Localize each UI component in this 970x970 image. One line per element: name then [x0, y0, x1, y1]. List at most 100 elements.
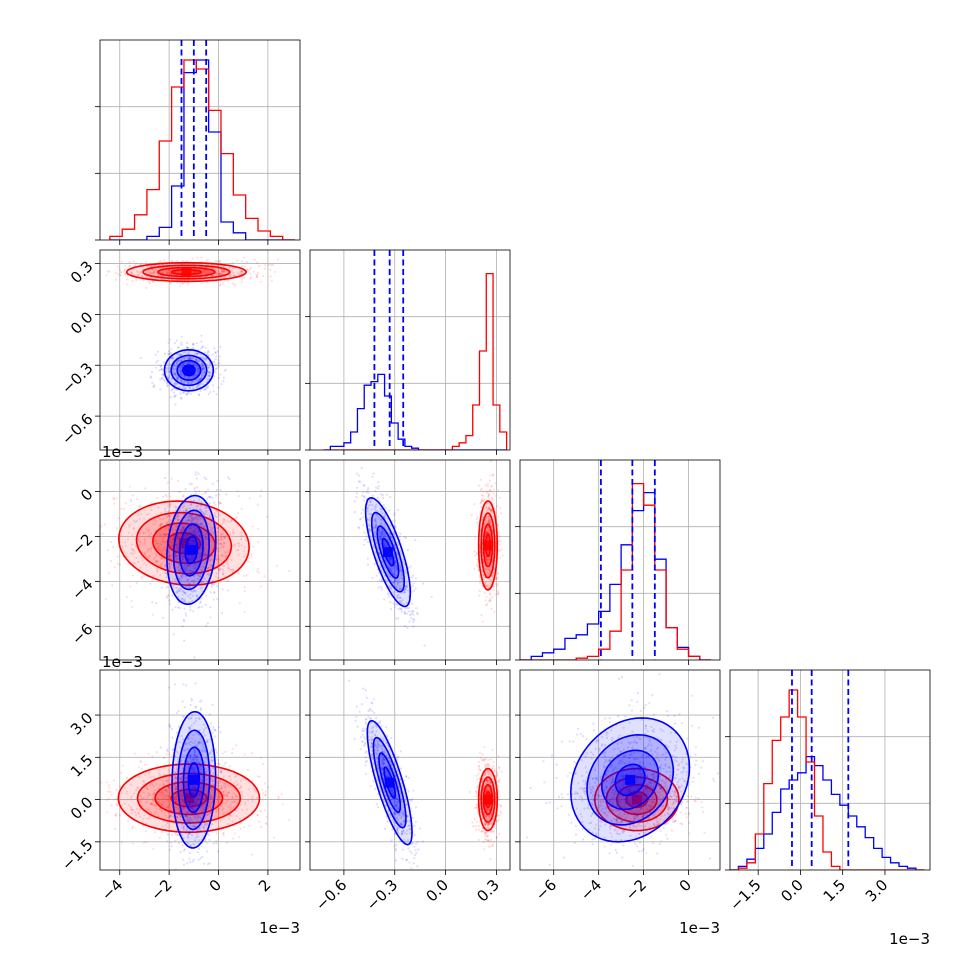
sample-point: [191, 820, 194, 823]
sample-point: [172, 382, 176, 385]
sample-point: [174, 394, 177, 397]
sample-point: [189, 356, 192, 359]
sample-point: [153, 384, 156, 387]
sample-point: [196, 835, 200, 838]
sample-point: [128, 485, 131, 488]
sample-point: [410, 576, 413, 579]
sample-point: [153, 793, 156, 796]
sample-point: [199, 517, 202, 520]
sample-point: [151, 797, 154, 800]
sample-point: [211, 482, 214, 485]
sample-point: [139, 271, 143, 274]
sample-point: [174, 371, 177, 374]
sample-point: [265, 515, 268, 518]
sample-point: [194, 590, 197, 593]
sample-point: [205, 272, 208, 275]
sample-point: [202, 367, 205, 370]
sample-point: [396, 583, 399, 586]
sample-point: [123, 786, 126, 789]
sample-point: [216, 510, 219, 513]
sample-point: [139, 800, 142, 803]
sample-point: [174, 384, 177, 387]
sample-point: [222, 817, 225, 820]
sample-point: [475, 563, 479, 567]
sample-point: [212, 789, 215, 792]
sample-point: [388, 509, 391, 512]
sample-point: [181, 576, 184, 579]
sample-point: [486, 526, 490, 530]
sample-point: [381, 534, 384, 537]
sample-point: [203, 370, 206, 373]
sample-point: [185, 585, 188, 588]
sample-point: [265, 823, 268, 826]
sample-point: [187, 563, 190, 567]
sample-point: [196, 508, 199, 511]
sample-point: [374, 526, 378, 529]
sample-point: [200, 363, 204, 366]
sample-point: [204, 388, 207, 391]
sample-point: [486, 501, 489, 504]
sample-point: [185, 776, 188, 779]
sample-point: [216, 531, 219, 534]
sample-point: [211, 270, 214, 274]
sample-point: [389, 556, 392, 560]
sample-point: [191, 521, 194, 524]
sample-point: [202, 270, 205, 273]
sample-point: [198, 533, 202, 536]
sample-point: [374, 507, 377, 510]
sample-point: [207, 572, 210, 576]
sample-point: [190, 514, 193, 517]
sample-point: [115, 527, 119, 530]
sample-point: [202, 367, 205, 370]
sample-point: [183, 639, 186, 642]
contour-red: [170, 268, 203, 276]
sample-point: [195, 535, 198, 538]
sample-point: [152, 775, 155, 778]
sample-point: [246, 269, 249, 272]
sample-point: [371, 576, 374, 580]
sample-point: [206, 352, 209, 355]
sample-point: [396, 594, 399, 597]
sample-point: [496, 523, 500, 526]
sample-point: [139, 356, 142, 360]
sample-point: [147, 809, 151, 812]
sample-point: [176, 536, 179, 539]
sample-point: [355, 491, 358, 495]
sample-point: [221, 538, 224, 541]
sample-point: [148, 770, 151, 773]
sample-point: [208, 560, 212, 563]
sample-point: [200, 580, 203, 584]
sample-point: [232, 528, 235, 532]
sample-point: [485, 531, 488, 534]
sample-point: [107, 790, 110, 793]
sample-point: [165, 382, 169, 385]
sample-point: [491, 596, 494, 599]
sample-point: [169, 793, 172, 796]
sample-point: [375, 524, 378, 527]
sample-point: [165, 794, 168, 797]
sample-point: [264, 794, 267, 797]
scatter-area: [105, 256, 280, 406]
sample-point: [113, 566, 116, 569]
sample-point: [146, 548, 150, 551]
sample-point: [172, 534, 175, 537]
sample-point: [222, 834, 225, 837]
sample-point: [193, 564, 196, 567]
sample-point: [271, 263, 274, 266]
sample-point: [200, 377, 203, 380]
sample-point: [164, 814, 167, 817]
sample-point: [196, 833, 199, 836]
sample-point: [164, 493, 167, 496]
sample-point: [200, 377, 203, 380]
sample-point: [370, 508, 373, 511]
sample-point: [225, 799, 229, 803]
sample-point: [476, 521, 479, 524]
sample-point: [184, 570, 187, 573]
sample-point: [96, 517, 98, 519]
sample-point: [398, 585, 401, 588]
sample-point: [174, 775, 177, 778]
sample-point: [200, 377, 203, 380]
sample-point: [152, 523, 155, 526]
sample-point: [222, 561, 225, 564]
sample-point: [214, 371, 217, 374]
